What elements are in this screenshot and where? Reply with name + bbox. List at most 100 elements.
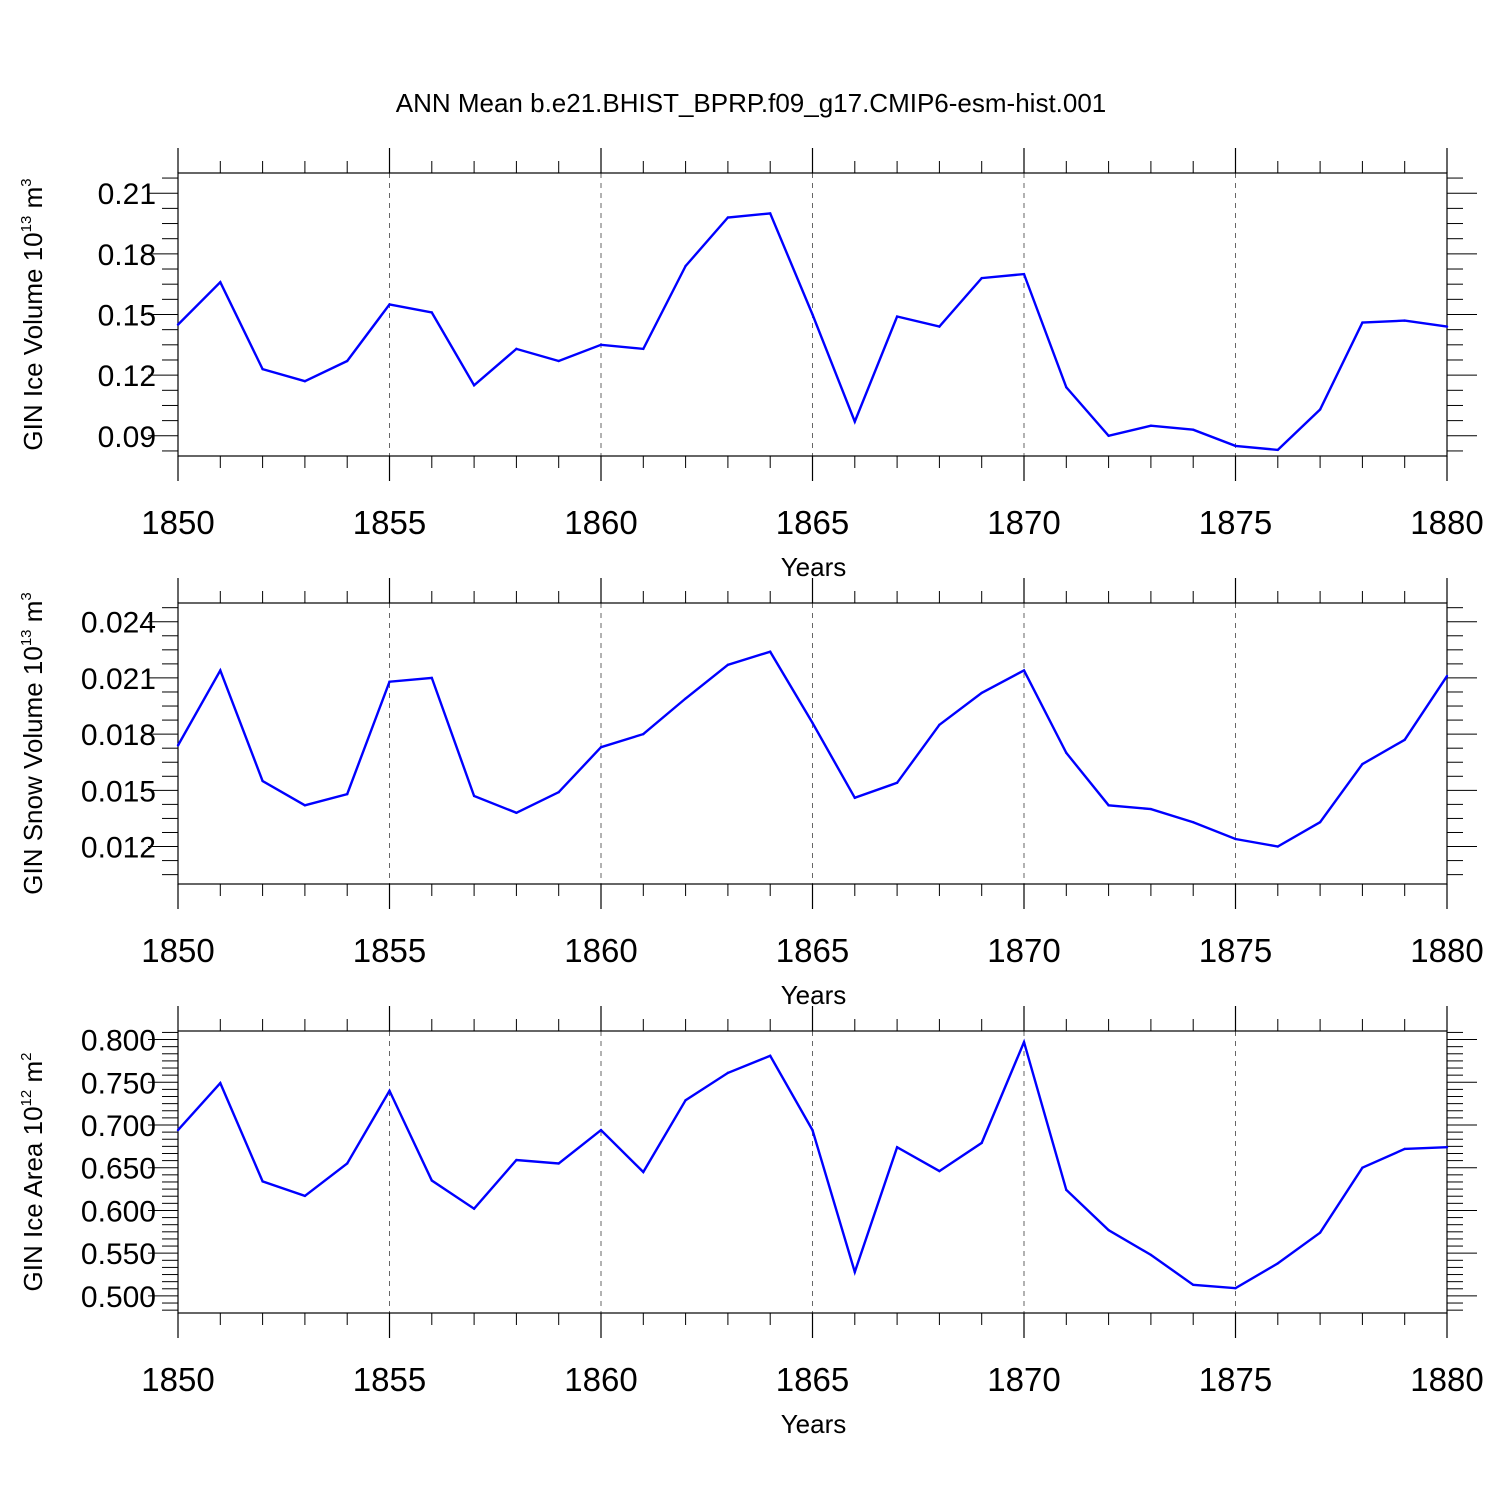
y-axis-title-unit: m — [18, 1061, 48, 1090]
data-point — [1234, 837, 1237, 841]
y-tick-label: 0.09 — [98, 421, 156, 454]
x-tick-label: 1860 — [564, 932, 637, 969]
x-tick-label: 1860 — [564, 1361, 637, 1398]
y-axis-title-text: GIN Ice Area 10 — [18, 1106, 48, 1291]
data-point — [557, 791, 560, 794]
data-point — [1065, 1188, 1068, 1192]
data-point — [599, 1128, 603, 1132]
data-point — [176, 744, 180, 747]
y-axis-title-exponent: 12 — [18, 1090, 35, 1107]
chart-panel-3: 0.500 0.550 0.600 0.650 0.700 0.750 0.800 1850 1… — [18, 1006, 1484, 1439]
data-point — [1361, 1166, 1364, 1169]
panels: 0.09 0.12 0.15 0.18 0.21 1850 1855 1860 1865 1870… — [18, 148, 1484, 1439]
x-tick-label: 1850 — [141, 1361, 214, 1398]
chart-panel-1: 0.09 0.12 0.15 0.18 0.21 1850 1855 1860 1865 1870… — [18, 148, 1484, 582]
data-point — [853, 796, 856, 800]
data-point — [557, 359, 560, 363]
x-tick-label: 1880 — [1410, 932, 1483, 969]
data-point — [980, 276, 983, 280]
data-point — [1065, 751, 1068, 755]
data-point — [557, 1162, 560, 1165]
x-tick-label: 1865 — [776, 932, 849, 969]
y-tick-label: 0.012 — [81, 832, 156, 865]
data-point — [1445, 674, 1449, 678]
y-tick-label: 0.650 — [81, 1153, 156, 1186]
data-point — [1022, 1040, 1026, 1044]
data-point — [769, 212, 772, 215]
data-point — [726, 1071, 730, 1075]
data-point — [1403, 738, 1406, 741]
x-axis-title: Years — [781, 1409, 847, 1439]
x-tick-label: 1855 — [353, 504, 426, 541]
data-point — [684, 1099, 687, 1102]
data-point — [346, 1162, 349, 1165]
data-point — [642, 347, 645, 351]
data-point — [599, 343, 603, 347]
x-tick-label: 1880 — [1410, 1361, 1483, 1398]
data-point — [726, 216, 730, 219]
data-point — [430, 676, 433, 680]
data-point — [219, 1081, 222, 1085]
data-point — [642, 732, 645, 736]
data-point — [430, 1179, 433, 1182]
data-point — [1234, 1287, 1237, 1290]
data-point — [388, 1089, 391, 1093]
data-point — [642, 1170, 645, 1174]
x-tick-label: 1865 — [776, 1361, 849, 1398]
data-point — [726, 663, 730, 667]
y-tick-label: 0.021 — [81, 663, 156, 696]
data-point — [303, 1194, 307, 1198]
data-point — [1065, 386, 1068, 389]
data-point — [515, 1158, 518, 1162]
data-point — [895, 1146, 899, 1149]
data-point — [1149, 807, 1153, 811]
data-point — [346, 359, 349, 363]
data-point — [599, 746, 603, 749]
data-point — [388, 303, 391, 306]
x-tick-label: 1875 — [1199, 504, 1272, 541]
x-tick-label: 1870 — [987, 932, 1060, 969]
data-point — [769, 1054, 772, 1057]
data-point — [303, 804, 307, 807]
chart-panel-2: 0.012 0.015 0.018 0.021 0.024 1850 1855 1860 186… — [18, 578, 1484, 1010]
x-tick-label: 1850 — [141, 932, 214, 969]
x-tick-label: 1875 — [1199, 1361, 1272, 1398]
data-point — [1276, 1262, 1280, 1265]
x-tick-label: 1855 — [353, 1361, 426, 1398]
x-tick-label: 1865 — [776, 504, 849, 541]
data-point — [980, 691, 983, 695]
data-point — [769, 650, 772, 653]
data-point — [1361, 321, 1364, 324]
y-tick-label: 0.015 — [81, 775, 156, 808]
data-point — [219, 280, 222, 284]
data-point — [515, 347, 518, 351]
data-point — [472, 1207, 476, 1210]
y-tick-label: 0.12 — [98, 360, 156, 393]
data-point — [938, 325, 941, 328]
data-point — [1022, 272, 1026, 276]
data-point — [1149, 424, 1153, 427]
y-axis-title-exponent: 13 — [18, 216, 35, 233]
data-point — [811, 721, 814, 725]
data-point — [1107, 1228, 1110, 1232]
data-point — [1445, 1146, 1449, 1149]
y-axis-title: GIN Ice Volume 1013 m3 — [18, 178, 48, 450]
y-tick-label: 0.018 — [81, 719, 156, 752]
data-point — [1318, 820, 1322, 824]
data-point — [684, 697, 687, 700]
figure-title: ANN Mean b.e21.BHIST_BPRP.f09_g17.CMIP6-… — [396, 88, 1107, 118]
data-point — [938, 723, 941, 726]
data-point — [303, 380, 307, 383]
y-axis-title-text: GIN Ice Volume 10 — [18, 232, 48, 450]
data-point — [895, 781, 899, 785]
y-axis-title-unit-exponent: 3 — [18, 178, 35, 186]
x-tick-label: 1870 — [987, 504, 1060, 541]
data-point — [261, 1180, 264, 1183]
x-tick-label: 1850 — [141, 504, 214, 541]
data-point — [219, 669, 222, 672]
y-tick-label: 0.600 — [81, 1195, 156, 1228]
x-tick-label: 1855 — [353, 932, 426, 969]
y-tick-label: 0.500 — [81, 1281, 156, 1314]
